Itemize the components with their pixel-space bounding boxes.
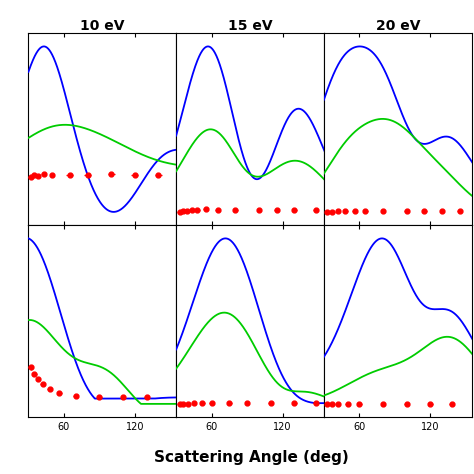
Title: 20 eV: 20 eV: [375, 19, 420, 33]
Title: 15 eV: 15 eV: [228, 19, 273, 33]
Title: 10 eV: 10 eV: [80, 19, 125, 33]
Text: Scattering Angle (deg): Scattering Angle (deg): [154, 449, 348, 465]
